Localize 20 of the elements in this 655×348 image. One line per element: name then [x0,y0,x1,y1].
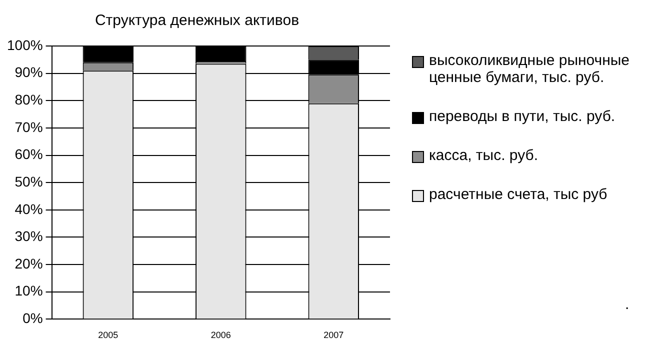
x-tick-label: 2006 [210,330,231,340]
text: . [625,296,630,313]
y-tick-label: 60% [14,146,43,162]
y-tick-label: 100% [6,36,43,53]
y-tick-label: 80% [14,92,43,108]
y-tick-label: 0% [22,310,43,326]
y-tick-label: 20% [14,255,43,272]
x-tick-label: 2007 [324,330,344,340]
legend-label: расчетные счета, тыс руб [429,186,608,203]
y-tick-label: 30% [14,228,43,244]
legend-label: переводы в пути, тыс. руб. [429,108,616,125]
y-tick-label: 70% [14,118,43,135]
y-tick-label: 40% [14,200,43,217]
legend-label: касса, тыс. руб. [429,147,538,164]
legend-label: высоколиквидные рыночные ценные бумаги, тыс. руб. [429,52,631,86]
y-tick-label: 90% [14,64,43,80]
x-tick-label: 2005 [98,330,118,340]
y-tick-label: 50% [14,173,43,190]
y-tick-label: 10% [14,282,43,299]
chart-title: Структура денежных активов [94,12,300,30]
